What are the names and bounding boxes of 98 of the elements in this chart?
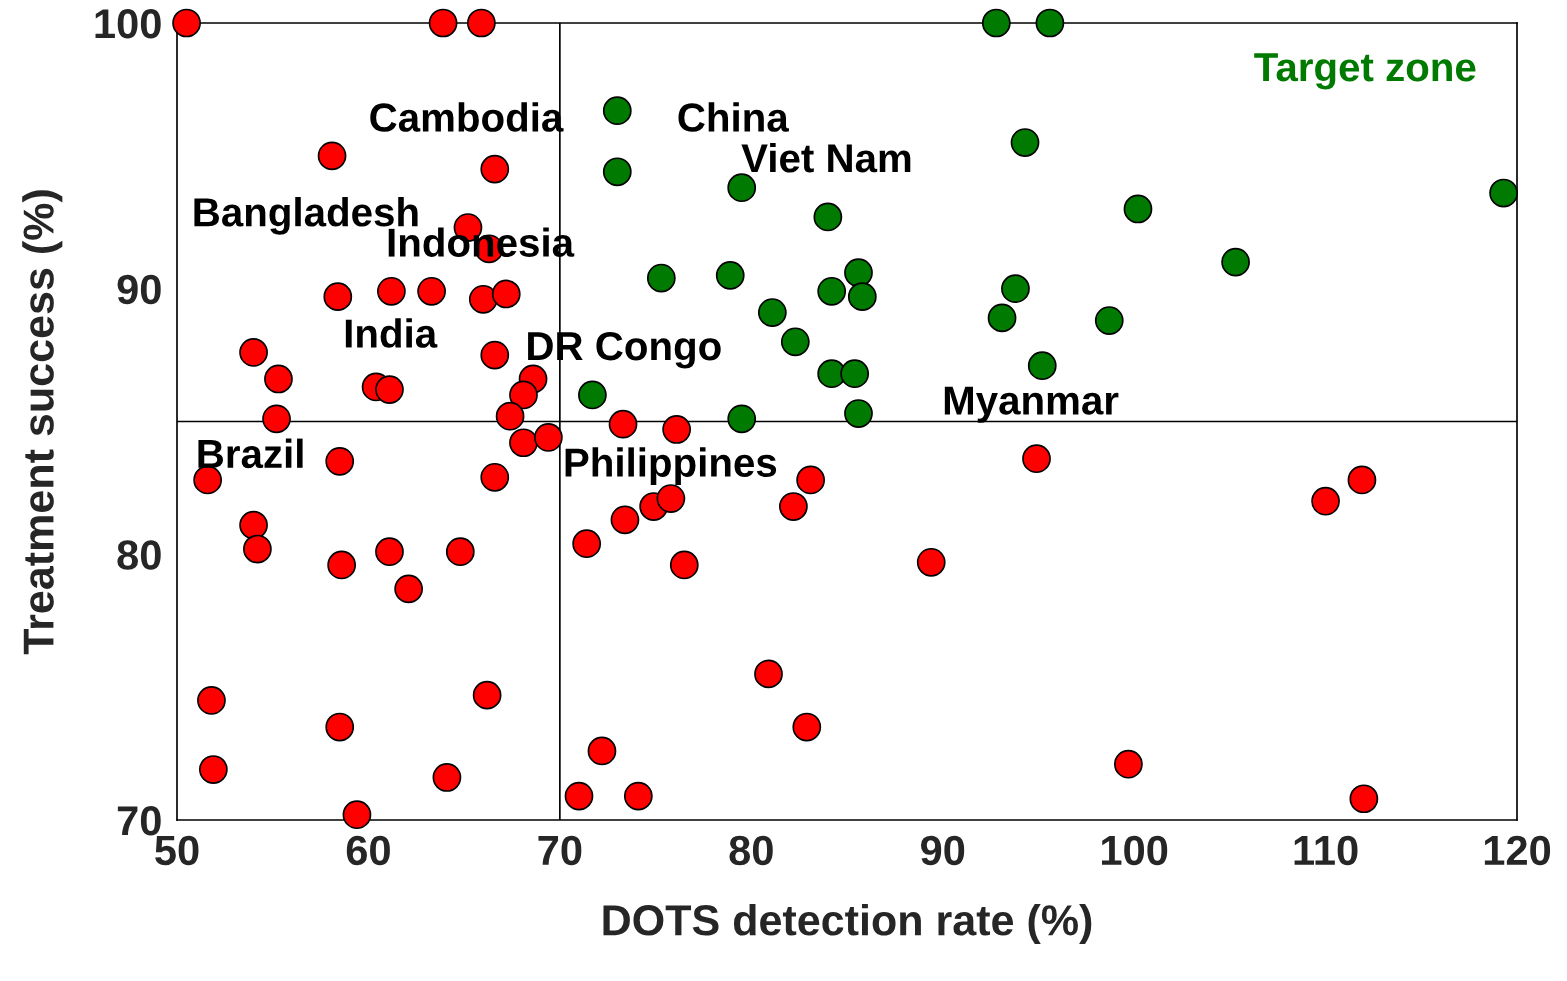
point [327,550,357,580]
point [472,680,502,710]
point [432,763,462,792]
point [323,282,353,312]
annotation: Brazil [198,438,303,469]
point [509,380,538,410]
point [727,173,757,203]
point [468,284,498,314]
point [495,401,525,431]
point [243,534,272,564]
point [602,157,632,187]
point [1027,351,1057,381]
x-tick-label: 100 [1102,835,1168,866]
point [325,712,355,742]
point [317,141,347,171]
point [817,276,847,306]
annotation: China [678,102,789,132]
point [480,340,510,370]
point [466,8,496,38]
annotation: Target zone [1254,53,1476,90]
point [480,462,510,492]
point [646,263,676,293]
point [840,359,870,389]
point [610,505,640,535]
point [754,659,783,689]
point [572,529,602,559]
point [1347,465,1377,495]
x-tick-label: 70 [538,835,582,866]
point [757,298,787,327]
point [1114,749,1143,779]
point [377,276,406,306]
point [198,755,228,784]
y-axis-title: Treatment success (%) [22,190,63,655]
point [428,8,458,38]
x-tick-label: 120 [1484,835,1551,866]
x-tick-label: 90 [920,835,965,866]
point [445,537,475,567]
point [480,154,510,184]
point [796,465,826,495]
point [1349,784,1379,814]
y-tick-label: 70 [117,806,161,836]
point [394,574,424,604]
point [1221,247,1250,277]
point [197,686,226,715]
point [239,510,268,540]
point [1022,444,1051,474]
point [375,537,404,567]
point [533,423,563,452]
point [172,8,201,38]
point [847,282,877,312]
point [656,484,686,513]
point [1489,178,1518,208]
point [727,404,757,434]
point [623,781,653,811]
point [262,404,291,434]
x-tick-label: 110 [1294,835,1358,866]
point [1311,486,1340,516]
point [1094,306,1124,335]
point [792,712,822,742]
point [239,338,268,367]
x-tick-label: 60 [346,835,390,866]
point [780,327,810,357]
x-tick-label: 50 [155,835,199,866]
point [608,409,638,439]
point [491,279,521,309]
point [325,446,355,476]
point [844,258,873,288]
point [509,428,538,458]
point [715,261,745,290]
point [602,96,632,126]
y-tick-label: 90 [117,274,161,305]
point [1035,8,1065,38]
point [669,550,699,580]
point [342,800,372,830]
annotation: Viet Nam [741,142,911,173]
point [587,736,617,766]
point [375,375,404,404]
point [844,399,873,428]
point [564,781,594,811]
annotation: Philippines [565,447,777,485]
point [578,380,607,410]
annotation: India [345,318,438,348]
x-axis-title: DOTS detection rate (%) [603,903,1092,945]
annotation: Myanmar [944,386,1119,423]
point [1010,128,1040,157]
point [662,415,692,444]
y-tick-label: 80 [117,540,161,570]
point [916,547,946,577]
y-tick-label: 100 [95,9,161,39]
point [264,364,293,394]
point [417,276,446,306]
point [981,8,1011,38]
x-tick-label: 80 [729,835,773,866]
point [1001,274,1030,304]
point [1123,194,1153,224]
point [813,202,843,232]
point [987,303,1017,333]
point [779,492,808,521]
